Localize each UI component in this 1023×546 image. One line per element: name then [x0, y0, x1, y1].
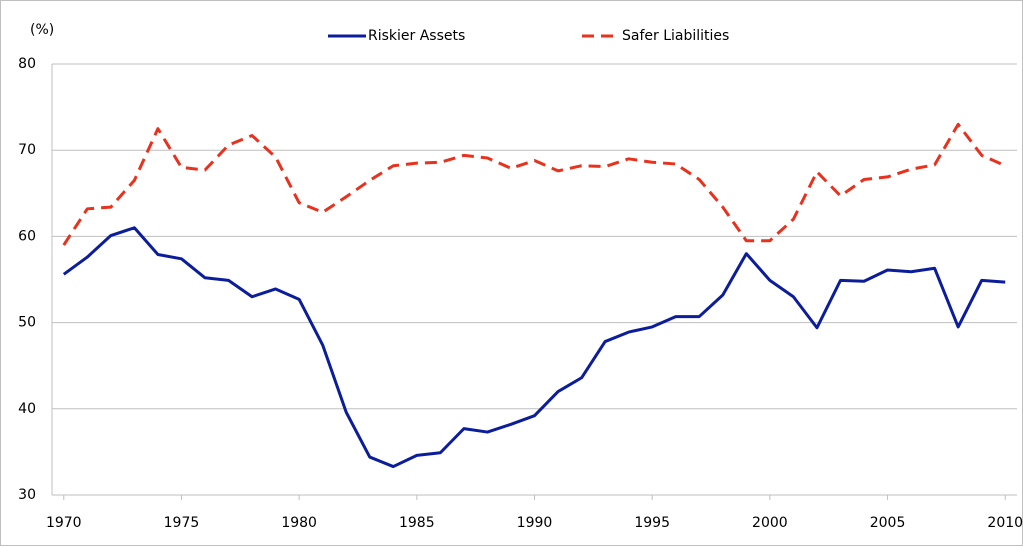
legend-label: Riskier Assets [368, 28, 465, 44]
x-tick-label: 1975 [164, 515, 200, 531]
x-tick-label: 1980 [281, 515, 317, 531]
x-tick-label: 2010 [987, 515, 1023, 531]
x-tick-label: 1970 [46, 515, 82, 531]
y-tick-label: 80 [18, 56, 36, 72]
series-line [62, 122, 1006, 246]
y-tick-label: 40 [18, 401, 36, 417]
y-tick-label: 50 [18, 315, 36, 331]
legend-label: Safer Liabilities [622, 28, 729, 44]
x-tick-label: 1990 [517, 515, 553, 531]
y-axis-label: (%) [30, 22, 54, 38]
y-tick-label: 60 [18, 228, 36, 244]
x-tick-label: 2005 [870, 515, 906, 531]
x-tick-label: 2000 [752, 515, 788, 531]
x-tick-label: 1995 [634, 515, 670, 531]
series-line [62, 226, 1006, 469]
y-tick-label: 30 [18, 487, 36, 503]
y-tick-label: 70 [18, 142, 36, 158]
x-tick-label: 1985 [399, 515, 435, 531]
